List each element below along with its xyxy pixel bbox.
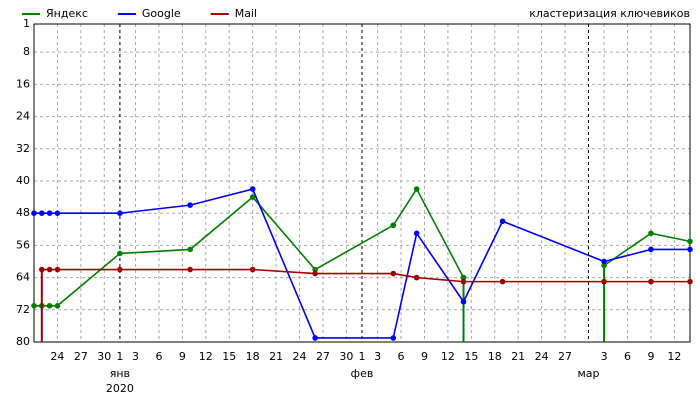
x-tick-label: 27: [558, 350, 572, 363]
x-tick-label: 24: [535, 350, 549, 363]
month-label: янв: [110, 367, 130, 380]
data-point: [249, 266, 256, 273]
x-tick-label: 15: [222, 350, 236, 363]
data-point: [54, 210, 61, 216]
data-point: [249, 186, 256, 192]
data-point: [648, 230, 654, 237]
data-point: [54, 266, 61, 273]
y-tick-label: 48: [16, 206, 30, 219]
y-tick-label: 80: [16, 335, 30, 348]
y-tick-label: 24: [16, 110, 30, 123]
data-point: [117, 250, 123, 257]
x-tick-label: 27: [74, 350, 88, 363]
data-point: [46, 266, 53, 273]
x-tick-label: 12: [667, 350, 681, 363]
data-point: [312, 270, 318, 277]
data-point: [460, 278, 467, 285]
data-point: [601, 278, 607, 285]
x-tick-label: 24: [293, 350, 307, 363]
data-point: [117, 266, 123, 273]
data-point: [31, 210, 37, 216]
data-point: [687, 246, 693, 253]
data-point: [499, 278, 506, 285]
annotation: кластеризация ключевиков: [529, 7, 690, 20]
data-point: [413, 274, 420, 281]
x-tick-label: 9: [179, 350, 186, 363]
data-point: [46, 210, 53, 216]
y-tick-label: 32: [16, 142, 30, 155]
x-tick-label: 9: [647, 350, 654, 363]
y-tick-label: 72: [16, 303, 30, 316]
x-tick-label: 3: [374, 350, 381, 363]
data-point: [187, 246, 193, 253]
x-tick-label: 1: [359, 350, 366, 363]
data-point: [390, 335, 397, 341]
x-tick-label: 24: [50, 350, 64, 363]
x-tick-label: 27: [316, 350, 330, 363]
data-point: [39, 210, 45, 216]
x-tick-label: 1: [116, 350, 123, 363]
data-point: [117, 210, 123, 216]
data-point: [312, 335, 318, 341]
legend-label: Mail: [235, 7, 257, 20]
data-point: [390, 222, 397, 229]
x-tick-label: 12: [199, 350, 213, 363]
x-tick-label: 18: [488, 350, 502, 363]
x-tick-label: 3: [601, 350, 608, 363]
y-tick-label: 1: [23, 17, 30, 30]
data-point: [39, 266, 45, 273]
x-tick-label: 18: [246, 350, 260, 363]
data-point: [187, 202, 193, 208]
data-point: [312, 266, 318, 273]
x-tick-label: 30: [339, 350, 353, 363]
y-tick-label: 56: [16, 238, 30, 251]
y-tick-label: 16: [16, 77, 30, 90]
year-label: 2020: [106, 382, 134, 395]
x-tick-label: 6: [624, 350, 631, 363]
data-point: [187, 266, 193, 273]
data-point: [687, 278, 693, 285]
data-point: [413, 186, 420, 192]
x-tick-label: 12: [441, 350, 455, 363]
x-tick-label: 21: [511, 350, 525, 363]
data-point: [46, 302, 53, 309]
y-tick-label: 8: [23, 45, 30, 58]
x-tick-label: 3: [132, 350, 139, 363]
x-tick-label: 21: [269, 350, 283, 363]
x-tick-label: 6: [398, 350, 405, 363]
x-tick-label: 9: [421, 350, 428, 363]
y-tick-label: 64: [16, 271, 30, 284]
x-tick-label: 15: [464, 350, 478, 363]
data-point: [460, 298, 467, 305]
series-line: [41, 268, 690, 283]
x-tick-label: 6: [155, 350, 162, 363]
data-point: [499, 218, 506, 225]
month-label: мар: [577, 367, 599, 380]
data-point: [31, 302, 37, 309]
x-tick-label: 30: [97, 350, 111, 363]
data-point: [687, 238, 693, 245]
legend-label: Google: [142, 7, 181, 20]
data-point: [601, 258, 607, 265]
data-point: [648, 278, 654, 285]
data-point: [460, 274, 467, 281]
data-point: [390, 270, 397, 277]
month-label: фев: [351, 367, 374, 380]
y-tick-label: 40: [16, 174, 30, 187]
legend-label: Яндекс: [46, 7, 88, 20]
data-point: [413, 230, 420, 237]
data-point: [54, 302, 61, 309]
data-point: [249, 194, 256, 200]
data-point: [601, 262, 607, 269]
plot-frame: [33, 23, 691, 343]
data-point: [648, 246, 654, 253]
